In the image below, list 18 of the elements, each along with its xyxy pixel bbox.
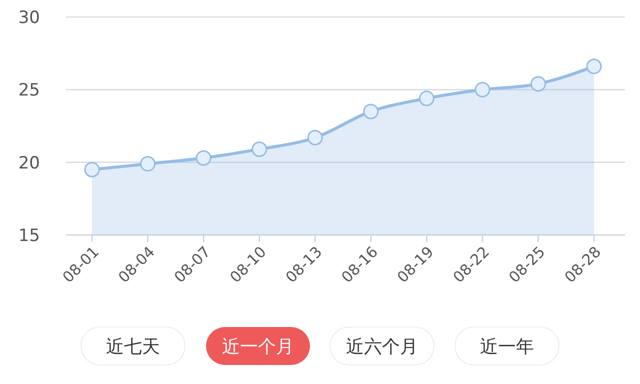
y-tick-label: 15: [18, 226, 40, 246]
point: [140, 156, 156, 172]
text: 近一个月: [222, 336, 294, 358]
point: [586, 58, 602, 74]
point: [418, 90, 434, 106]
y-tick-label: 20: [18, 153, 40, 174]
text: 近六个月: [346, 336, 418, 358]
point: [196, 150, 212, 166]
point: [84, 162, 100, 178]
point: [363, 104, 379, 120]
y-tick-label: 25: [18, 80, 40, 101]
point: [252, 142, 268, 158]
point: [474, 82, 490, 98]
text: 近一年: [480, 336, 534, 358]
y-tick-label: 30: [18, 8, 40, 28]
point: [530, 76, 546, 92]
text: 近七天: [106, 336, 160, 358]
point: [307, 130, 323, 146]
